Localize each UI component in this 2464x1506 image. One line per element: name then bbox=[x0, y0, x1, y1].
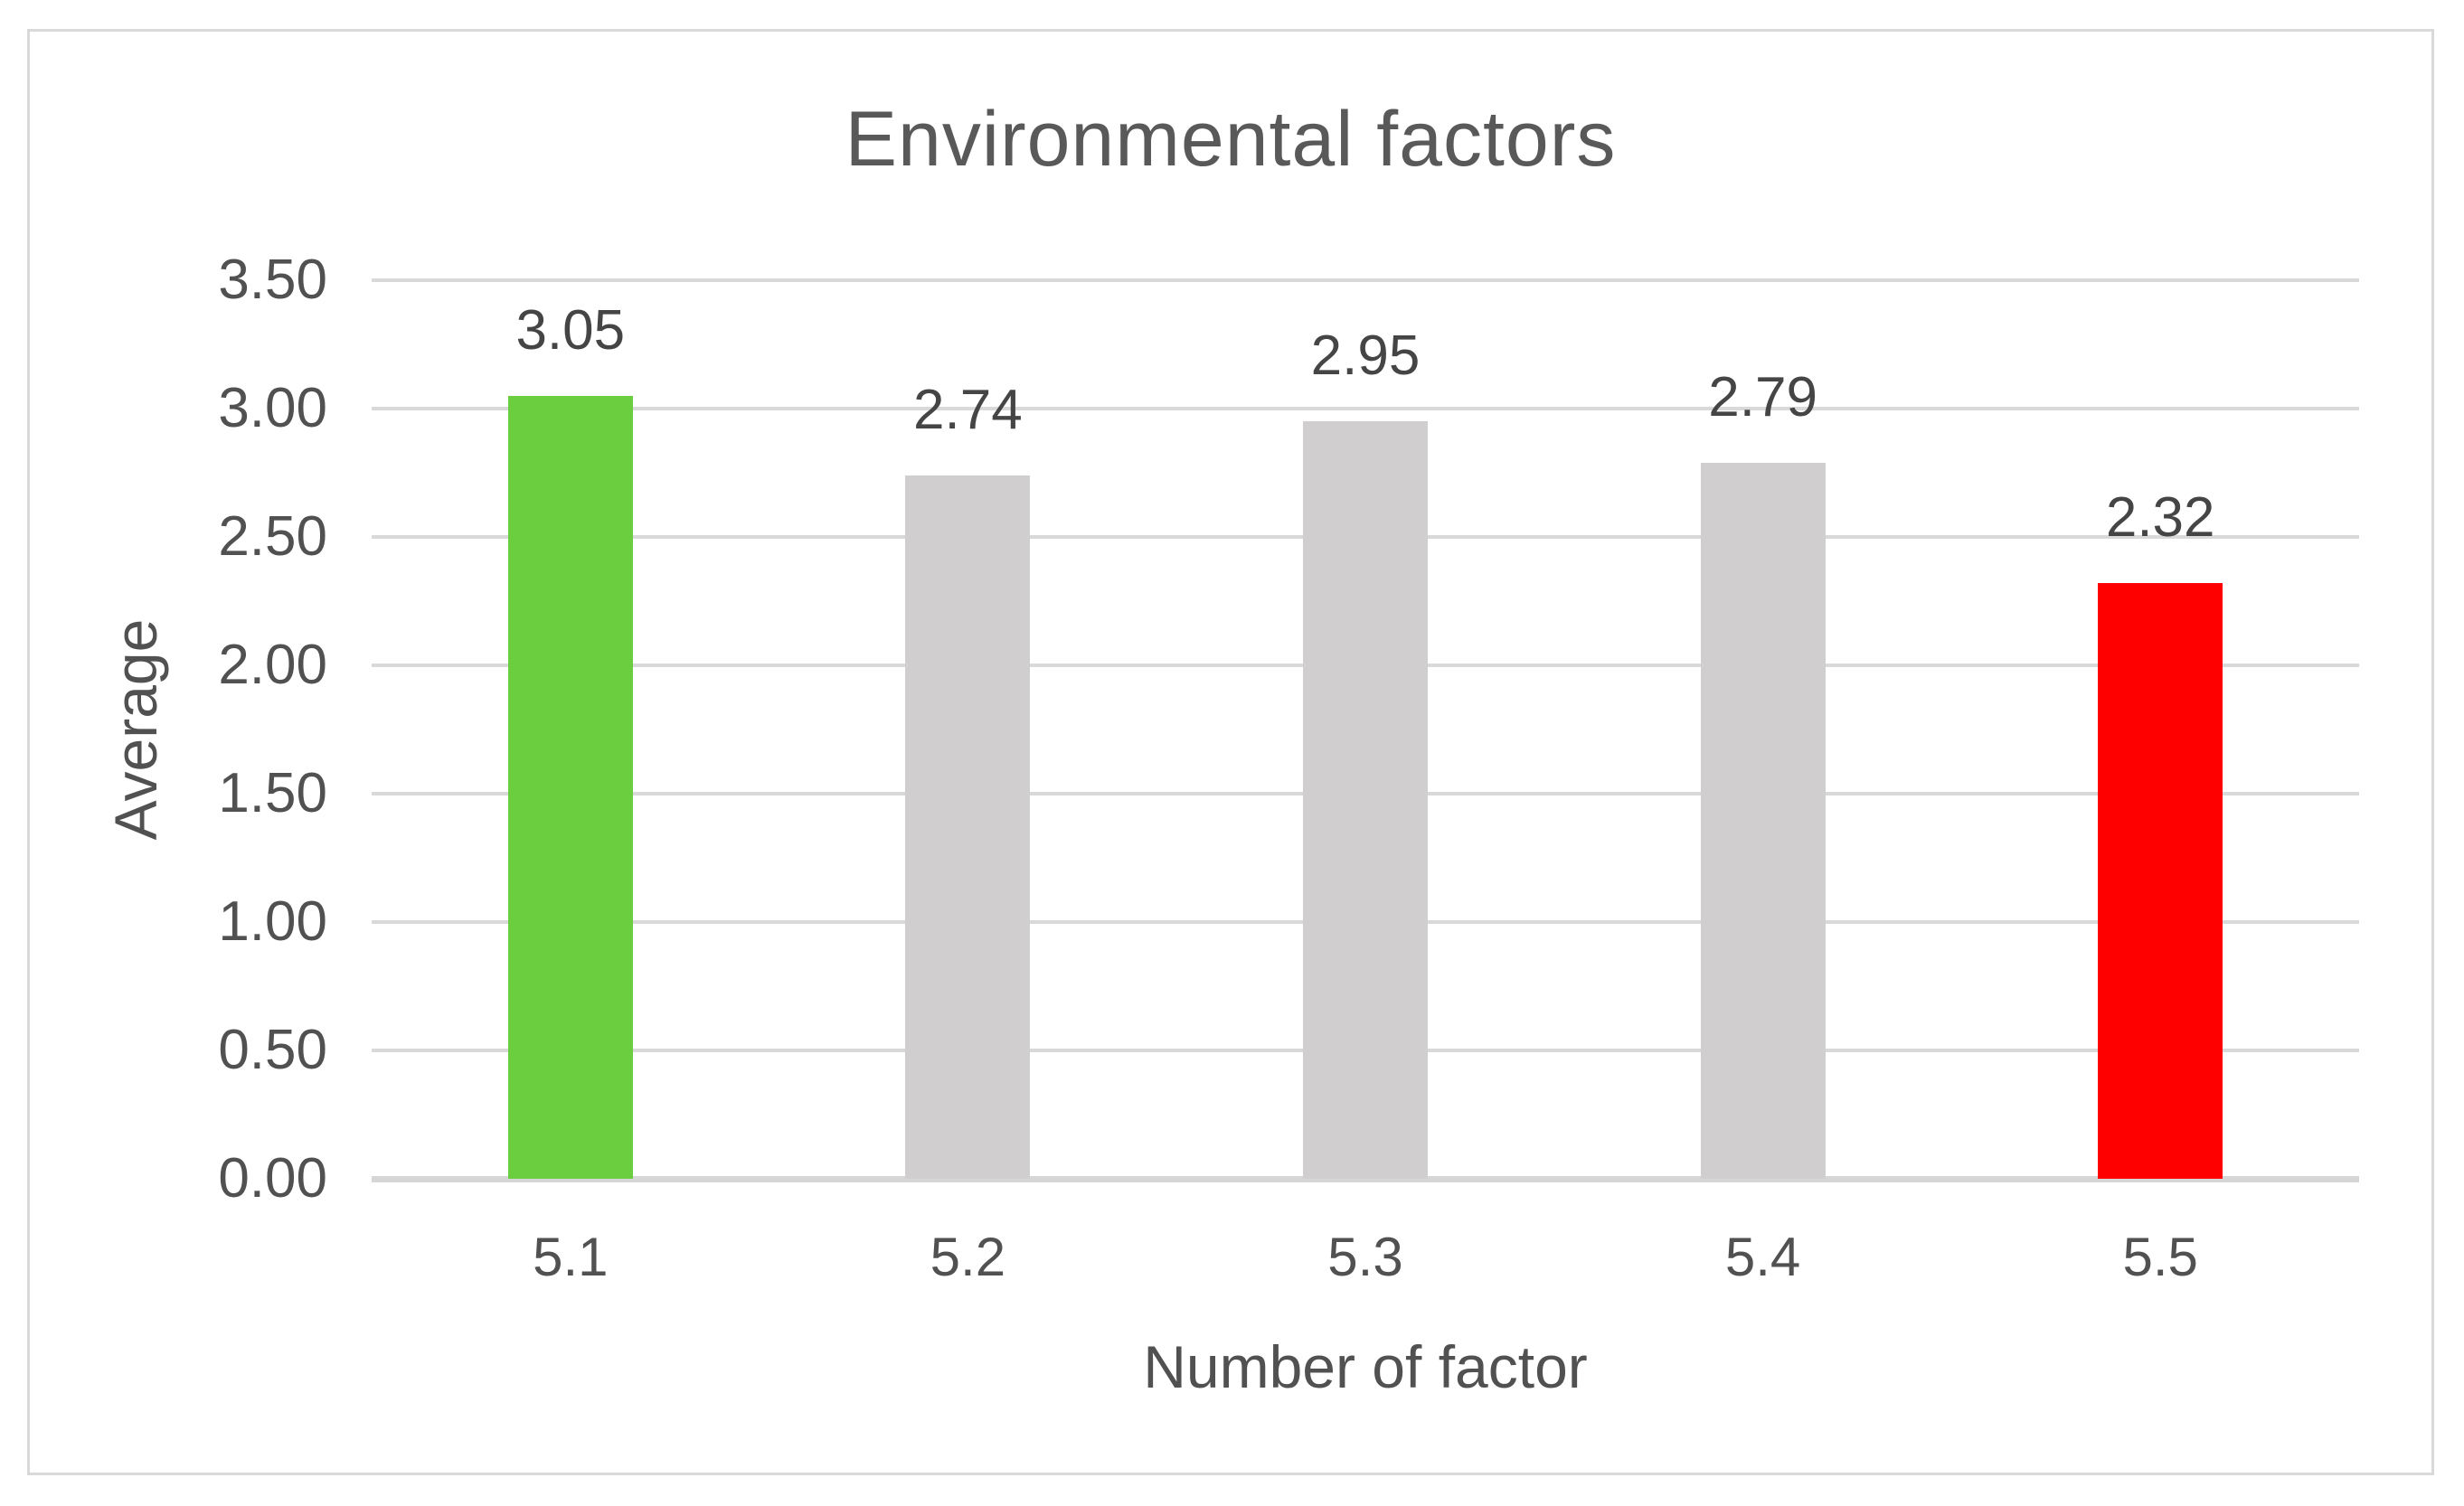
y-tick-label: 3.50 bbox=[218, 249, 327, 311]
gridline bbox=[372, 407, 2359, 410]
bar-data-label: 2.74 bbox=[913, 378, 1023, 441]
bar-data-label: 2.79 bbox=[1708, 365, 1817, 428]
gridline bbox=[372, 278, 2359, 282]
bar bbox=[507, 395, 633, 1179]
bar-data-label: 2.95 bbox=[1310, 325, 1421, 388]
y-tick-label: 0.50 bbox=[218, 1019, 327, 1081]
chart-title: Environmental factors bbox=[845, 96, 1617, 183]
y-tick-label: 1.50 bbox=[218, 762, 327, 824]
chart-border bbox=[27, 29, 2434, 1475]
y-tick-label: 2.00 bbox=[218, 634, 327, 696]
bar bbox=[1303, 421, 1428, 1179]
bar bbox=[1700, 462, 1826, 1179]
bar bbox=[905, 475, 1031, 1179]
y-tick-label: 3.00 bbox=[218, 377, 327, 439]
x-tick-label: 5.2 bbox=[930, 1227, 1006, 1287]
x-tick-label: 5.5 bbox=[2122, 1227, 2198, 1287]
y-tick-label: 0.00 bbox=[218, 1147, 327, 1210]
x-tick-label: 5.4 bbox=[1724, 1227, 1801, 1287]
bar-data-label: 3.05 bbox=[515, 298, 626, 362]
bar-data-label: 2.32 bbox=[2105, 486, 2215, 550]
bar bbox=[2098, 583, 2223, 1179]
y-tick-label: 2.50 bbox=[218, 505, 327, 568]
x-tick-label: 5.3 bbox=[1327, 1227, 1403, 1287]
y-tick-label: 1.00 bbox=[218, 890, 327, 953]
x-axis-title: Number of factor bbox=[1143, 1333, 1588, 1400]
x-tick-label: 5.1 bbox=[533, 1227, 609, 1287]
x-axis-line bbox=[372, 1176, 2359, 1182]
